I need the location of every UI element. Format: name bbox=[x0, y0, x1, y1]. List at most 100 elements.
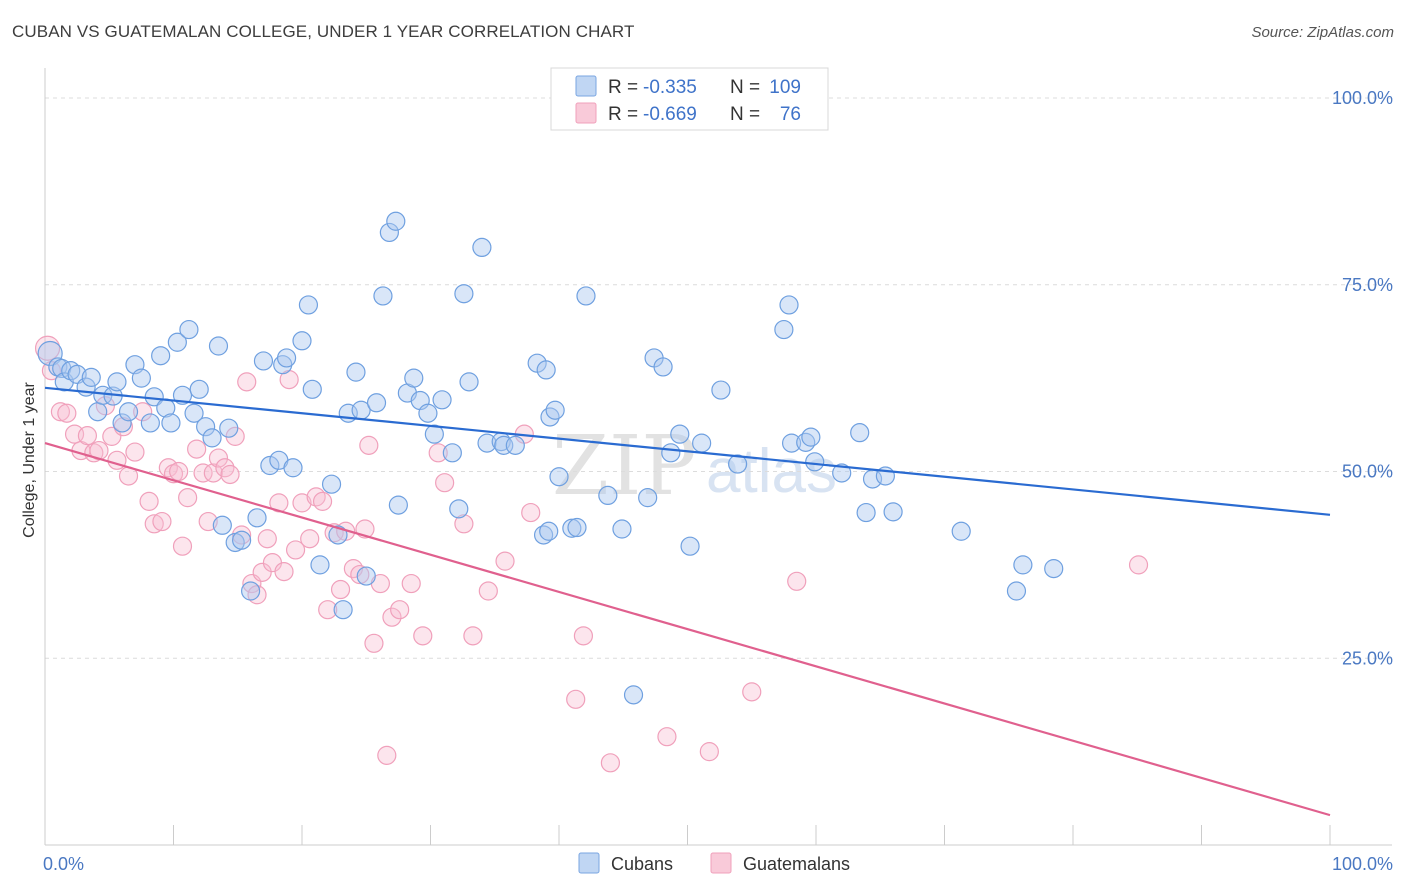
point-cubans-15 bbox=[131, 368, 151, 388]
point-cubans-35 bbox=[253, 351, 274, 371]
x-tick-label-0: 0.0% bbox=[43, 854, 84, 874]
point-cubans-84 bbox=[623, 685, 644, 705]
point-cubans-100 bbox=[832, 463, 852, 483]
stats-legend: R = -0.335 N = 109 R = -0.669 N = 76 bbox=[550, 67, 829, 131]
point-guatemalans-27 bbox=[203, 463, 223, 483]
trend-line-guatemalans bbox=[44, 442, 1331, 817]
y-tick-label-0: 100.0% bbox=[1332, 88, 1393, 108]
point-guatemalans-32 bbox=[232, 525, 252, 545]
point-cubans-52 bbox=[366, 393, 387, 413]
point-cubans-28 bbox=[208, 336, 229, 356]
point-guatemalans-18 bbox=[152, 511, 172, 532]
point-cubans-55 bbox=[386, 211, 406, 231]
point-cubans-13 bbox=[118, 402, 139, 422]
y-tick-label-3: 25.0% bbox=[1342, 648, 1393, 668]
point-cubans-92 bbox=[711, 380, 731, 400]
point-guatemalans-16 bbox=[139, 491, 159, 511]
bottom-legend-label-cubans: Cubans bbox=[611, 854, 673, 874]
bottom-legend-swatch-guatemalans bbox=[710, 852, 732, 874]
point-cubans-44 bbox=[310, 555, 330, 575]
point-cubans-97 bbox=[796, 432, 816, 452]
point-cubans-32 bbox=[232, 530, 252, 550]
point-guatemalans-72 bbox=[600, 753, 621, 773]
point-guatemalans-52 bbox=[350, 564, 370, 585]
point-guatemalans-21 bbox=[169, 461, 189, 482]
point-cubans-81 bbox=[576, 286, 596, 306]
point-guatemalans-63 bbox=[435, 473, 455, 493]
legend-swatch-cubans bbox=[575, 75, 597, 97]
point-cubans-98 bbox=[801, 427, 821, 447]
chart-title: CUBAN VS GUATEMALAN COLLEGE, UNDER 1 YEA… bbox=[12, 22, 635, 41]
y-axis-label: College, Under 1 year bbox=[21, 382, 38, 538]
point-guatemalans-37 bbox=[257, 529, 277, 549]
point-cubans-58 bbox=[404, 368, 424, 388]
point-cubans-61 bbox=[424, 424, 444, 444]
point-cubans-87 bbox=[653, 357, 673, 377]
point-guatemalans-76 bbox=[787, 571, 807, 591]
point-cubans-68 bbox=[477, 433, 497, 453]
point-cubans-64 bbox=[449, 499, 469, 519]
point-cubans-78 bbox=[549, 467, 569, 487]
watermark-zip: ZIP bbox=[552, 419, 697, 514]
point-cubans-95 bbox=[779, 295, 799, 315]
point-guatemalans-26 bbox=[198, 511, 218, 532]
point-cubans-108 bbox=[1013, 555, 1033, 575]
point-cubans-91 bbox=[692, 433, 712, 453]
legend-n-label-1: N = bbox=[730, 77, 760, 98]
point-guatemalans-3 bbox=[57, 403, 77, 423]
point-cubans-36 bbox=[260, 455, 280, 476]
point-cubans-29 bbox=[212, 515, 232, 535]
point-guatemalans-2 bbox=[50, 402, 71, 422]
y-tick-label-1: 75.0% bbox=[1342, 275, 1393, 295]
point-guatemalans-70 bbox=[566, 689, 586, 709]
series-guatemalans-points bbox=[34, 335, 1149, 773]
point-cubans-96 bbox=[781, 433, 802, 453]
point-guatemalans-22 bbox=[172, 536, 193, 556]
stats-legend-box bbox=[550, 67, 829, 131]
point-cubans-8 bbox=[88, 402, 108, 422]
point-guatemalans-46 bbox=[312, 491, 333, 511]
point-guatemalans-6 bbox=[77, 426, 98, 446]
point-guatemalans-73 bbox=[657, 727, 677, 747]
point-cubans-67 bbox=[472, 237, 492, 257]
legend-n-value-1: 109 bbox=[769, 77, 801, 98]
point-cubans-53 bbox=[373, 286, 393, 306]
point-cubans-12 bbox=[112, 413, 132, 433]
point-cubans-41 bbox=[292, 331, 312, 351]
point-guatemalans-25 bbox=[193, 463, 213, 483]
point-cubans-47 bbox=[333, 600, 353, 620]
point-guatemalans-57 bbox=[377, 745, 397, 765]
point-guatemalans-36 bbox=[252, 562, 272, 582]
point-cubans-45 bbox=[321, 474, 342, 494]
point-cubans-56 bbox=[388, 495, 408, 515]
point-cubans-65 bbox=[454, 284, 474, 304]
trend-line-cubans bbox=[44, 386, 1331, 516]
point-cubans-16 bbox=[140, 413, 160, 433]
point-cubans-83 bbox=[612, 519, 632, 539]
point-cubans-101 bbox=[850, 423, 870, 443]
point-cubans-51 bbox=[356, 566, 376, 586]
point-cubans-93 bbox=[728, 454, 748, 474]
point-cubans-33 bbox=[241, 581, 261, 601]
point-cubans-49 bbox=[346, 362, 366, 382]
legend-n-label-2: N = bbox=[730, 104, 760, 125]
point-cubans-75 bbox=[539, 521, 559, 541]
point-cubans-30 bbox=[219, 418, 239, 438]
point-guatemalans-69 bbox=[521, 502, 541, 523]
point-cubans-106 bbox=[951, 521, 971, 541]
point-guatemalans-54 bbox=[359, 435, 379, 455]
point-guatemalans-28 bbox=[208, 448, 229, 468]
point-cubans-74 bbox=[536, 360, 556, 380]
point-cubans-46 bbox=[328, 525, 348, 545]
point-cubans-26 bbox=[196, 417, 216, 437]
point-cubans-0 bbox=[37, 340, 63, 367]
bottom-legend-swatch-cubans bbox=[578, 852, 600, 874]
point-cubans-109 bbox=[1044, 559, 1064, 579]
point-cubans-79 bbox=[562, 518, 582, 538]
point-guatemalans-44 bbox=[300, 529, 320, 549]
x-tick-labels: 0.0% 100.0% bbox=[43, 854, 1393, 874]
point-guatemalans-59 bbox=[390, 600, 410, 620]
point-cubans-99 bbox=[805, 452, 825, 472]
point-guatemalans-66 bbox=[478, 581, 498, 601]
point-cubans-82 bbox=[598, 485, 618, 506]
